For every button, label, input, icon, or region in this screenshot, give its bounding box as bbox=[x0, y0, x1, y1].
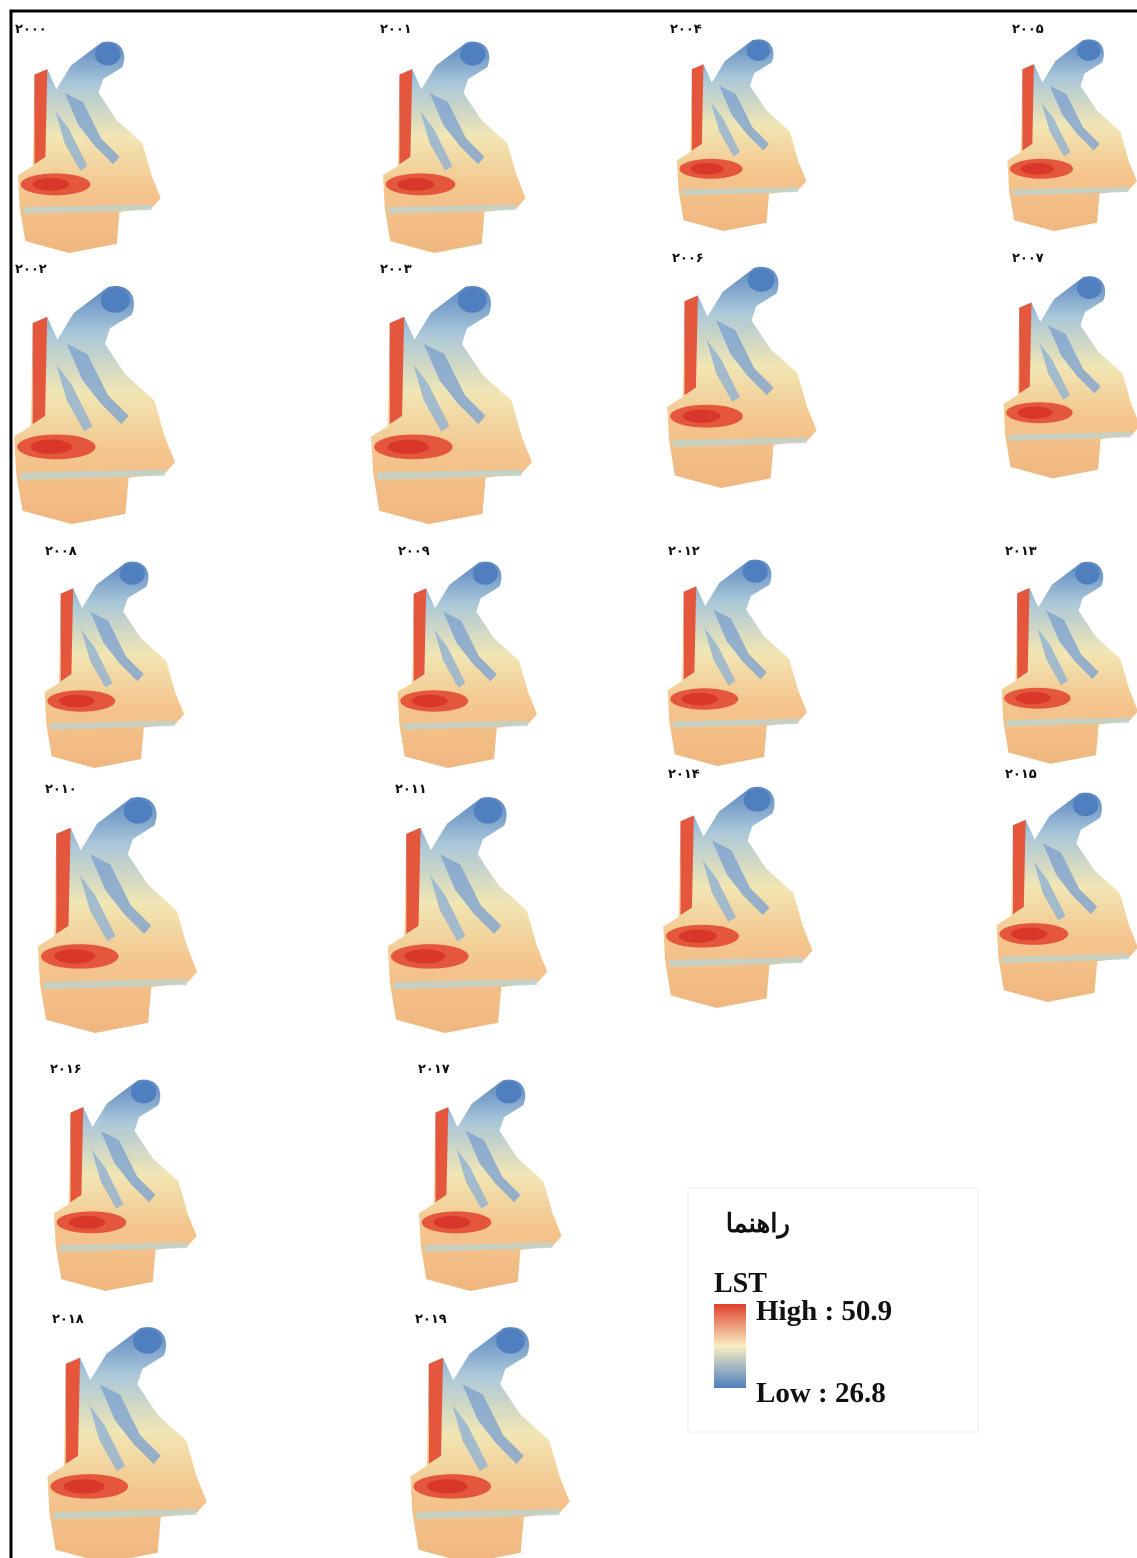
lst-map bbox=[17, 41, 161, 253]
year-label: ۲۰۱۶ bbox=[50, 1062, 82, 1077]
legend-layer: LST bbox=[714, 1268, 767, 1299]
lst-map bbox=[47, 1327, 207, 1558]
lst-map bbox=[996, 792, 1137, 1002]
year-label: ۲۰۰۳ bbox=[380, 262, 412, 277]
year-label: ۲۰۰۰ bbox=[15, 22, 47, 37]
legend-title: راهنما bbox=[726, 1209, 790, 1239]
lst-map bbox=[371, 285, 532, 525]
lst-map bbox=[1001, 561, 1137, 764]
lst-map bbox=[53, 1079, 197, 1291]
map-grid: ۲۰۰۰ ۲۰۰۱ ۲۰۰۴ ۲۰۰۵ ۲۰۰۲ ۲۰۰۳ ۲۰۰۶ ۲۰۰۷ ۲۰۰۸ ۲۰۰۹… bbox=[14, 22, 1137, 1558]
year-label: ۲۰۱۰ bbox=[45, 782, 77, 797]
lst-map bbox=[387, 797, 548, 1033]
frame bbox=[9, 9, 1137, 1558]
year-label: ۲۰۱۷ bbox=[418, 1062, 450, 1077]
lst-map bbox=[410, 1327, 570, 1558]
lst-map bbox=[667, 559, 807, 766]
year-label: ۲۰۰۱ bbox=[380, 22, 412, 37]
year-label: ۲۰۰۴ bbox=[670, 22, 702, 37]
lst-map bbox=[37, 797, 198, 1033]
year-label: ۲۰۱۹ bbox=[415, 1312, 447, 1327]
lst-map bbox=[1007, 39, 1137, 231]
year-label: ۲۰۱۴ bbox=[668, 767, 700, 782]
lst-map bbox=[382, 41, 526, 253]
year-label: ۲۰۱۲ bbox=[668, 544, 700, 559]
year-label: ۲۰۰۸ bbox=[45, 544, 77, 559]
lst-map bbox=[667, 266, 817, 488]
lst-map bbox=[1003, 276, 1137, 479]
lst-map bbox=[418, 1079, 562, 1291]
legend-high: High : 50.9 bbox=[756, 1295, 892, 1327]
year-label: ۲۰۱۳ bbox=[1005, 544, 1037, 559]
year-label: ۲۰۱۵ bbox=[1005, 767, 1037, 782]
year-label: ۲۰۱۱ bbox=[395, 782, 427, 797]
lst-map bbox=[663, 786, 813, 1008]
year-label: ۲۰۰۶ bbox=[672, 251, 704, 266]
year-label: ۲۰۱۸ bbox=[52, 1312, 84, 1327]
year-label: ۲۰۰۵ bbox=[1012, 22, 1044, 37]
lst-map bbox=[44, 561, 184, 768]
legend-low: Low : 26.8 bbox=[756, 1377, 886, 1409]
lst-map bbox=[397, 561, 537, 768]
lst-map bbox=[676, 39, 807, 231]
lst-map bbox=[14, 285, 175, 525]
year-label: ۲۰۰۷ bbox=[1012, 251, 1044, 266]
year-label: ۲۰۰۹ bbox=[398, 544, 430, 559]
legend-ramp bbox=[714, 1304, 746, 1388]
legend: راهنما LST High : 50.9 Low : 26.8 bbox=[687, 1187, 979, 1433]
year-label: ۲۰۰۲ bbox=[15, 262, 47, 277]
